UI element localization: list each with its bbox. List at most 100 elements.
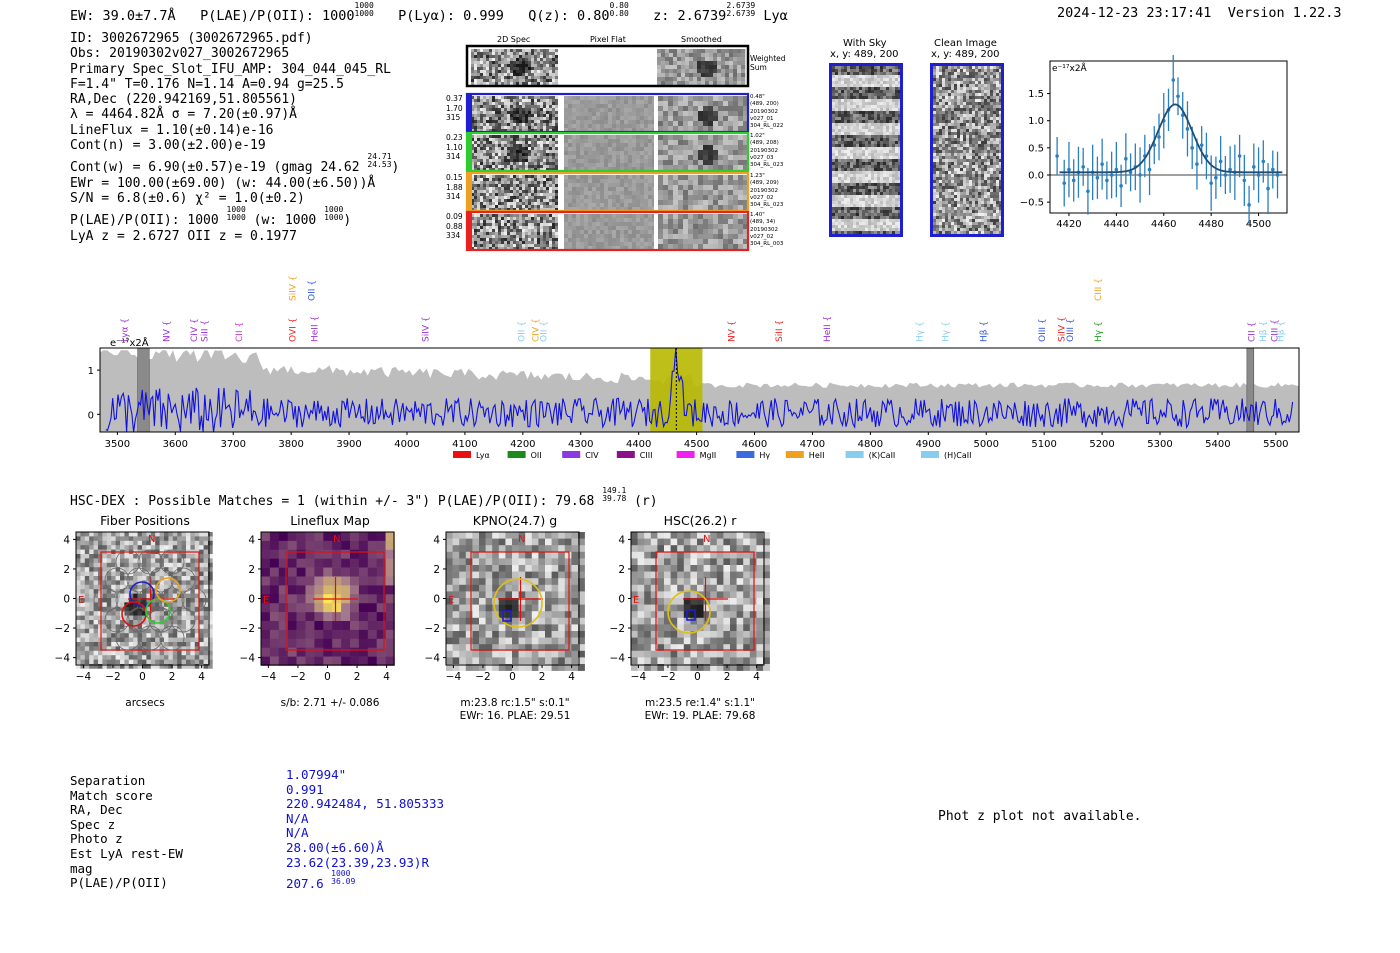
spectral-line-label: HeII { (310, 316, 320, 342)
data-point (1157, 135, 1161, 139)
x-tick-label: 4200 (510, 439, 535, 450)
info-ewr: EWr = 100.00(±69.00) (w: 44.00(±6.50))Å (70, 175, 376, 191)
spec2d-row-marker (467, 133, 472, 171)
data-point (1171, 78, 1176, 82)
x-tick-label: 4500 (684, 439, 709, 450)
data-point (1237, 154, 1242, 158)
clean-title: Clean Image (934, 38, 997, 49)
spectral-line-label: OII { (540, 321, 550, 342)
data-point (1124, 156, 1128, 161)
image-border (829, 63, 903, 237)
cutout-title: HSC(26.2) r (663, 513, 737, 528)
ply-value: P(Lyα): 0.999 (398, 8, 504, 24)
y-tick-label: 2 (433, 564, 440, 576)
x-tick-label: 4 (568, 671, 575, 683)
info-contw: Cont(w) = 6.90(±0.57)e-19 (gmag 24.62 24… (70, 152, 400, 176)
x-tick-label: 4480 (1198, 219, 1223, 230)
x-tick-label: 4700 (800, 439, 825, 450)
cutout-panel: KPNO(24.7) g N E 4 2 0 −2 −4 −4 −2 0 2 4 m:23.8 rc:1.… (420, 512, 610, 722)
match-value: 0.991 (286, 781, 324, 797)
data-point (1223, 173, 1228, 177)
data-point (1261, 159, 1266, 164)
detection-info: ID: 3002672965 (3002672965.pdf) Obs: 201… (70, 31, 399, 244)
data-point (1109, 173, 1114, 177)
spectral-line-label: NV { (727, 321, 737, 342)
z-value: z: 2.6739 (653, 8, 727, 24)
y-tick-label: 1.5 (1028, 89, 1044, 100)
info-obs: Obs: 20190302v027_3002672965 (70, 46, 290, 62)
match-label: Est LyA rest-EW (70, 845, 183, 861)
spectral-line-label: OIII { (1066, 318, 1076, 342)
header-summary: EW: 39.0±7.7Å P(LAE)/P(OII): 10001000 100… (70, 1, 788, 25)
image-border (930, 63, 1004, 237)
spec2d-row-weights: 0.15 1.88 314 (446, 173, 463, 201)
line-fit-scale-label: e⁻¹⁷x2Å (1052, 62, 1088, 74)
cutout-caption: m:23.5 re:1.4" s:1.1" (645, 697, 755, 709)
x-tick-label: 4 (198, 671, 205, 683)
spectral-line-label: HeII { (823, 316, 833, 342)
y-tick-label: 1.0 (1028, 116, 1044, 127)
match-value: N/A (286, 825, 309, 841)
data-point (1218, 159, 1223, 164)
x-tick-label: 0 (509, 671, 516, 683)
match-label: Separation (70, 773, 146, 788)
spectral-line-label: OVI { (288, 318, 298, 342)
north-label: N (148, 534, 155, 545)
match-values: 1.07994" 0.991 220.942484, 51.805333 N/A N/A… (286, 767, 444, 892)
x-tick-label: −2 (660, 671, 675, 683)
match-value: 23.62(23.39,23.93)R (286, 854, 429, 870)
data-point (1247, 203, 1251, 207)
data-point (1190, 146, 1194, 150)
legend-swatch (736, 451, 755, 458)
y-tick-label: 0 (63, 594, 70, 606)
legend-swatch (845, 451, 864, 458)
x-tick-label: 4000 (394, 439, 419, 450)
y-tick-label: −2 (425, 623, 440, 635)
data-point (1147, 167, 1152, 172)
line-fit-plot: e⁻¹⁷x2Å 1.5 1.0 0.5 0.0 −0.5 4420 4440 4460 4480 4… (1020, 55, 1288, 230)
y-tick-label: 4 (63, 534, 70, 546)
info-lambda: λ = 4464.82Å σ = 7.20(±0.97)Å (70, 107, 297, 123)
spectral-line-label: CIII { (1094, 278, 1104, 301)
x-tick-label: 2 (354, 671, 361, 683)
spectral-line-label: OII { (518, 321, 528, 342)
cutout-image: N E 4 2 0 −2 −4 −4 −2 0 2 4 (55, 531, 213, 683)
x-tick-label: 4600 (742, 439, 767, 450)
info-sn: S/N = 6.8(±0.6) χ² = 1.0(±0.2) (70, 190, 305, 206)
info-contn: Cont(n) = 3.00(±2.00)e-19 (70, 138, 266, 154)
y-tick-label: 4 (433, 534, 440, 546)
col-2dspec: 2D Spec (497, 35, 531, 44)
match-label: Match score (70, 787, 153, 803)
match-value: N/A (286, 810, 309, 826)
x-tick-label: −2 (290, 671, 305, 683)
hsc-headline: HSC-DEX : Possible Matches = 1 (within +… (70, 486, 658, 510)
search-box (655, 551, 755, 651)
info-primary: Primary Spec_Slot_IFU_AMP: 304_044_045_R… (70, 61, 391, 77)
cutout-image: N E 4 2 0 −2 −4 −4 −2 0 2 4 (240, 531, 395, 683)
clean-xy: x, y: 489, 200 (931, 49, 1000, 60)
data-point (1114, 167, 1119, 172)
north-label: N (518, 534, 525, 545)
legend-label: Lyα (476, 451, 490, 460)
match-label: mag (70, 860, 93, 876)
data-point (1105, 178, 1109, 183)
y-tick-label: −4 (240, 653, 256, 665)
legend-label: CIV (585, 451, 599, 460)
y-tick-label: −2 (240, 623, 255, 635)
z-line: Lyα (763, 8, 788, 24)
info-params: F=1.4" T=0.176 N=1.14 A=0.94 g=25.5 (70, 76, 344, 92)
legend-label: OII (531, 451, 542, 460)
full-spectrum-scale-label: e⁻¹⁷x2Å (110, 336, 149, 349)
cutout-caption: m:23.8 rc:1.5" s:0.1" (460, 697, 570, 709)
match-label: P(LAE)/P(OII) (70, 875, 168, 891)
y-tick-label: 2 (618, 564, 625, 576)
x-tick-label: 3900 (336, 439, 361, 450)
x-tick-label: 4800 (858, 439, 883, 450)
weighted-sum-label: Weighted Sum (750, 54, 786, 72)
x-tick-label: 5100 (1031, 439, 1056, 450)
x-tick-label: −4 (76, 671, 92, 683)
x-tick-label: 4300 (568, 439, 593, 450)
y-tick-label: 1 (88, 366, 94, 377)
match-label: Photo z (70, 831, 123, 847)
catalog-match-box (686, 609, 696, 621)
